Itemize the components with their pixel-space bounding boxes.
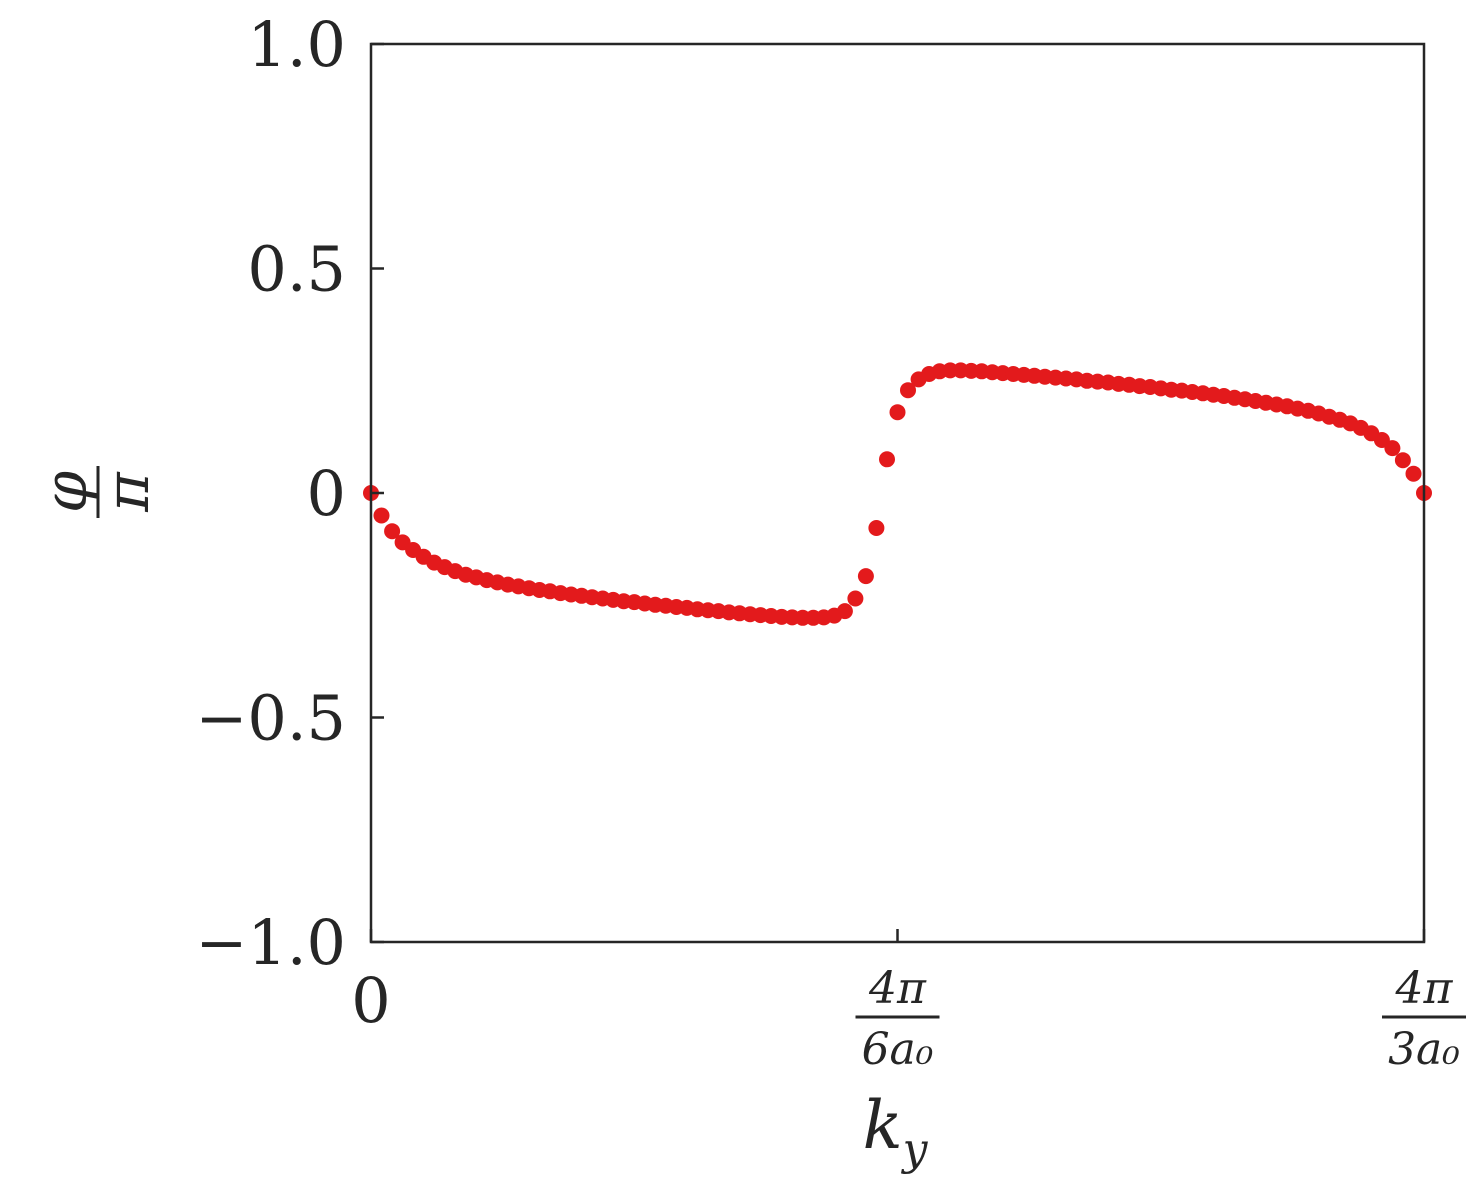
- data-points: [363, 362, 1432, 626]
- x-axis-label: ky: [863, 1087, 929, 1175]
- y-axis-label-numerator: φ: [31, 471, 101, 513]
- data-point: [889, 404, 906, 421]
- data-point: [879, 451, 895, 468]
- y-tick-label: 1.0: [247, 8, 346, 81]
- data-point: [1384, 440, 1401, 457]
- x-axis-label-subscript: y: [901, 1124, 929, 1175]
- x-tick-label-numerator: 4π: [868, 963, 927, 1014]
- data-point: [1405, 465, 1422, 482]
- plot-frame: [369, 42, 1426, 944]
- x-tick-label-numerator: 4π: [1395, 963, 1454, 1014]
- data-point: [384, 523, 401, 540]
- data-point: [857, 568, 874, 585]
- data-point: [847, 590, 864, 607]
- data-point: [373, 507, 390, 524]
- y-tick-label: 0.5: [247, 233, 346, 306]
- y-tick-label: 0: [307, 457, 346, 530]
- data-point: [836, 603, 853, 620]
- data-point: [868, 520, 885, 536]
- y-tick-label: −0.5: [195, 682, 346, 755]
- data-point: [900, 382, 916, 399]
- x-tick-label-denominator: 3a₀: [1388, 1024, 1460, 1075]
- x-tick-label-denominator: 6a₀: [862, 1024, 934, 1075]
- y-axis-label: φ π: [31, 466, 163, 518]
- y-tick-label: −1.0: [195, 906, 346, 979]
- x-axis-label-main: k: [863, 1087, 903, 1164]
- y-axis-label-denominator: π: [93, 471, 163, 513]
- x-tick-label: 0: [351, 964, 390, 1037]
- data-point: [1394, 452, 1411, 469]
